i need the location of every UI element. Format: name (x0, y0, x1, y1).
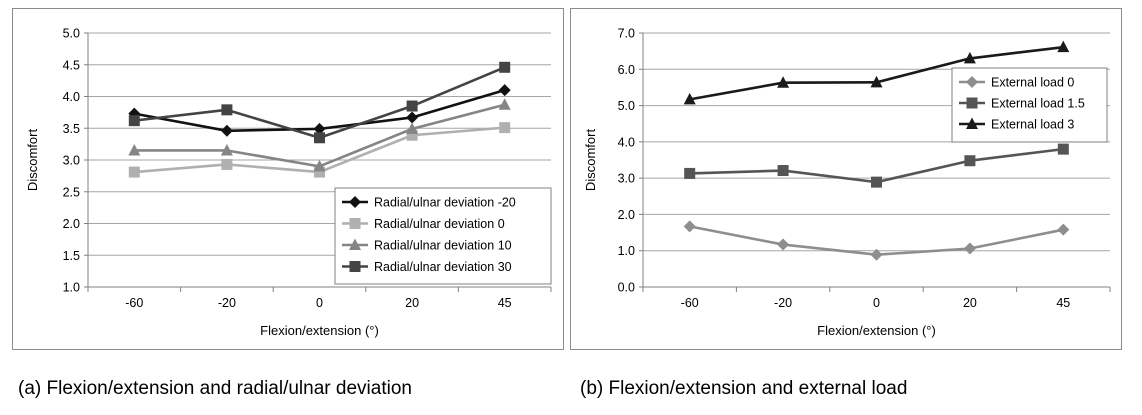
chart-a-y-tick-label: 2.0 (63, 217, 80, 231)
chart-b-data-point (963, 51, 976, 64)
chart-a-legend-swatch-marker (349, 261, 361, 272)
chart-b-data-point (684, 167, 696, 179)
chart-b-data-point (870, 75, 883, 88)
chart-a-legend-label: Radial/ulnar deviation -20 (374, 196, 516, 210)
chart-b-y-tick-label: 0.0 (618, 281, 635, 295)
chart-a-data-point (406, 100, 418, 112)
chart-a-y-tick-label: 4.5 (63, 58, 80, 72)
chart-a-x-tick-label: 0 (316, 296, 323, 310)
chart-a-data-point (406, 122, 419, 134)
chart-b-legend-label: External load 1.5 (991, 97, 1085, 111)
chart-b-data-point (871, 176, 882, 188)
chart-a-data-point (406, 111, 419, 124)
chart-b-legend-label: External load 3 (991, 118, 1074, 132)
chart-b-data-point (870, 248, 883, 261)
chart-a-y-tick-label: 5.0 (63, 27, 80, 41)
chart-a-y-tick-label: 1.0 (63, 281, 80, 295)
chart-a-y-tick-label: 2.5 (63, 185, 80, 199)
chart-a-series-3 (128, 61, 511, 144)
chart-a-y-axis-title: Discomfort (25, 129, 40, 192)
chart-b-data-point (777, 238, 790, 251)
chart-b-y-tick-label: 5.0 (618, 99, 635, 113)
chart-a-x-tick-label: -60 (125, 296, 143, 310)
chart-b-y-tick-label: 1.0 (618, 244, 635, 258)
chart-a-data-point (128, 166, 140, 178)
chart-b-data-point (683, 220, 696, 233)
chart-b-data-point (1057, 40, 1070, 53)
chart-a-x-tick-label: -20 (218, 296, 236, 310)
chart-a-data-point (313, 159, 326, 172)
chart-b-x-axis-title: Flexion/extension (°) (817, 323, 936, 338)
chart-a-data-point (498, 84, 511, 97)
chart-a-series-2 (128, 98, 511, 172)
chart-a-y-tick-label: 3.0 (63, 154, 80, 168)
chart-b-data-point (964, 155, 976, 167)
chart-b-y-tick-label: 7.0 (618, 27, 635, 41)
chart-b-legend-swatch-marker (966, 76, 978, 88)
chart-a-y-tick-label: 4.0 (63, 90, 80, 104)
chart-b-y-tick-label: 6.0 (618, 63, 635, 77)
chart-a-data-point (220, 143, 233, 156)
chart-b-series-0 (683, 220, 1070, 261)
chart-b-series-1 (684, 143, 1069, 188)
chart-a-data-point (314, 132, 325, 144)
chart-a-legend-swatch-marker (349, 196, 361, 208)
chart-b-legend-box (951, 67, 1108, 143)
chart-b-x-tick-label: 45 (1056, 296, 1070, 310)
chart-panel-a: 1.0 1.5 2.0 2.5 3.0 3.5 4.0 4.5 5.0 -60 -20 0 20 45 Fl… (12, 8, 564, 350)
chart-a-data-point (499, 61, 511, 73)
chart-a-x-axis-title: Flexion/extension (°) (260, 323, 379, 338)
chart-a-data-point (314, 166, 325, 178)
chart-b-y-tick-label: 3.0 (618, 172, 635, 186)
chart-b-legend-swatch-marker (966, 97, 978, 109)
chart-b-y-tick-label: 4.0 (618, 135, 635, 149)
chart-a-series-0 (128, 84, 511, 137)
chart-b-x-tick-label: -20 (774, 296, 792, 310)
chart-b-legend: External load 0 External load 1.5 External… (951, 67, 1108, 143)
chart-a-data-point (221, 158, 233, 170)
chart-b-x-tick-label: 0 (873, 296, 880, 310)
chart-a-x-tick-label: 45 (498, 296, 512, 310)
chart-a-data-point (499, 122, 511, 134)
chart-a-legend-label: Radial/ulnar deviation 30 (374, 260, 512, 274)
chart-a-data-point (220, 124, 233, 137)
chart-a-data-point (498, 98, 511, 110)
chart-a-data-point (406, 129, 418, 141)
chart-a-legend-box (334, 187, 552, 285)
chart-a-legend-label: Radial/ulnar deviation 0 (374, 217, 505, 231)
chart-a-legend-label: Radial/ulnar deviation 10 (374, 239, 512, 253)
chart-a-x-tick-label: 20 (405, 296, 419, 310)
chart-a-data-point (128, 115, 140, 127)
chart-b-data-point (683, 92, 696, 105)
chart-b-y-axis-title: Discomfort (583, 129, 598, 192)
chart-a-legend: Radial/ulnar deviation -20 Radial/ulnar d… (334, 187, 552, 285)
chart-b-legend-label: External load 0 (991, 76, 1074, 90)
chart-b-data-point (1057, 223, 1070, 236)
chart-a-data-point (313, 122, 326, 135)
chart-a-y-tick-label: 1.5 (63, 249, 80, 263)
chart-b-y-tick-label: 2.0 (618, 208, 635, 222)
chart-a-series-1 (128, 122, 511, 178)
chart-a-data-point (221, 104, 233, 116)
chart-panel-b: 0.0 1.0 2.0 3.0 4.0 5.0 6.0 7.0 -60 -20 0 20 45 Flexi… (570, 8, 1122, 350)
chart-b-svg: 0.0 1.0 2.0 3.0 4.0 5.0 6.0 7.0 -60 -20 0 20 45 Flexi… (583, 27, 1111, 338)
chart-b-x-tick-label: -60 (681, 296, 699, 310)
caption-b: (b) Flexion/extension and external load (580, 378, 908, 399)
chart-a-svg: 1.0 1.5 2.0 2.5 3.0 3.5 4.0 4.5 5.0 -60 -20 0 20 45 Fl… (25, 27, 552, 338)
chart-b-data-point (963, 242, 976, 255)
chart-b-data-point (777, 165, 789, 177)
chart-b-legend-swatch-marker (966, 117, 978, 129)
chart-a-legend-swatch-marker (349, 238, 361, 250)
chart-b-data-point (1057, 143, 1069, 155)
chart-b-series-2 (683, 40, 1070, 105)
chart-a-y-tick-label: 3.5 (63, 122, 80, 136)
chart-a-data-point (128, 143, 141, 156)
chart-b-x-tick-label: 20 (963, 296, 977, 310)
chart-a-legend-swatch-marker (349, 218, 361, 229)
chart-b-data-point (777, 76, 790, 88)
caption-a: (a) Flexion/extension and radial/ulnar d… (18, 378, 412, 399)
